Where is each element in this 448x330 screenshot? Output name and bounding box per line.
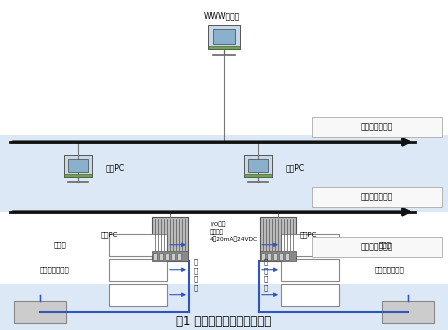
Bar (244, 174, 272, 177)
Text: 现场级: 现场级 (379, 242, 392, 248)
Text: 现场级: 现场级 (54, 242, 66, 248)
Text: I/O连线
现场信号
4～20mA或24VDC: I/O连线 现场信号 4～20mA或24VDC (210, 221, 258, 243)
Bar (284, 253, 289, 260)
Text: 管理PC: 管理PC (106, 163, 125, 172)
Bar (152, 217, 188, 261)
Bar (260, 217, 296, 261)
Bar (0, 0, 448, 135)
Bar (279, 253, 283, 260)
Text: 管理PC: 管理PC (286, 163, 305, 172)
Text: 智能化现场设备: 智能化现场设备 (375, 266, 405, 273)
Bar (64, 155, 92, 177)
Text: 现场总线信息层: 现场总线信息层 (361, 122, 393, 131)
Bar (109, 234, 167, 256)
Bar (164, 253, 169, 260)
Bar (153, 253, 157, 260)
Bar (208, 46, 240, 49)
Bar (68, 159, 88, 172)
Text: 图1 现场总线控制系统的结构: 图1 现场总线控制系统的结构 (177, 315, 271, 328)
Text: 智能化现场设备: 智能化现场设备 (40, 266, 70, 273)
Bar (64, 174, 92, 177)
Text: WWW服务器: WWW服务器 (204, 11, 240, 20)
Bar (272, 253, 277, 260)
Bar (152, 251, 188, 261)
Bar (281, 234, 339, 256)
Bar (248, 159, 268, 172)
Bar (0, 212, 448, 284)
Bar (109, 284, 167, 306)
Text: 现场总线管理层: 现场总线管理层 (361, 192, 393, 201)
Bar (0, 135, 448, 212)
Text: 现场总线控制层: 现场总线控制层 (361, 242, 393, 251)
Bar (312, 237, 442, 257)
Bar (159, 253, 163, 260)
Text: 现
场
总
线: 现 场 总 线 (264, 258, 268, 291)
Bar (0, 212, 448, 280)
Bar (0, 0, 448, 135)
Bar (267, 253, 271, 260)
Bar (281, 259, 339, 281)
Bar (281, 284, 339, 306)
Bar (0, 284, 448, 330)
Bar (382, 301, 434, 323)
Bar (213, 29, 235, 44)
Bar (0, 130, 448, 330)
Bar (244, 155, 272, 177)
Bar (177, 253, 181, 260)
Bar (312, 187, 442, 207)
Bar (260, 251, 296, 261)
Bar (109, 259, 167, 281)
Text: 控制PC: 控制PC (300, 231, 317, 238)
Text: 现
场
总
线: 现 场 总 线 (194, 258, 198, 291)
Bar (171, 253, 175, 260)
Bar (261, 253, 265, 260)
Bar (14, 301, 66, 323)
Bar (0, 135, 448, 212)
Bar (208, 25, 240, 49)
Text: 控制PC: 控制PC (101, 231, 118, 238)
Bar (312, 117, 442, 137)
